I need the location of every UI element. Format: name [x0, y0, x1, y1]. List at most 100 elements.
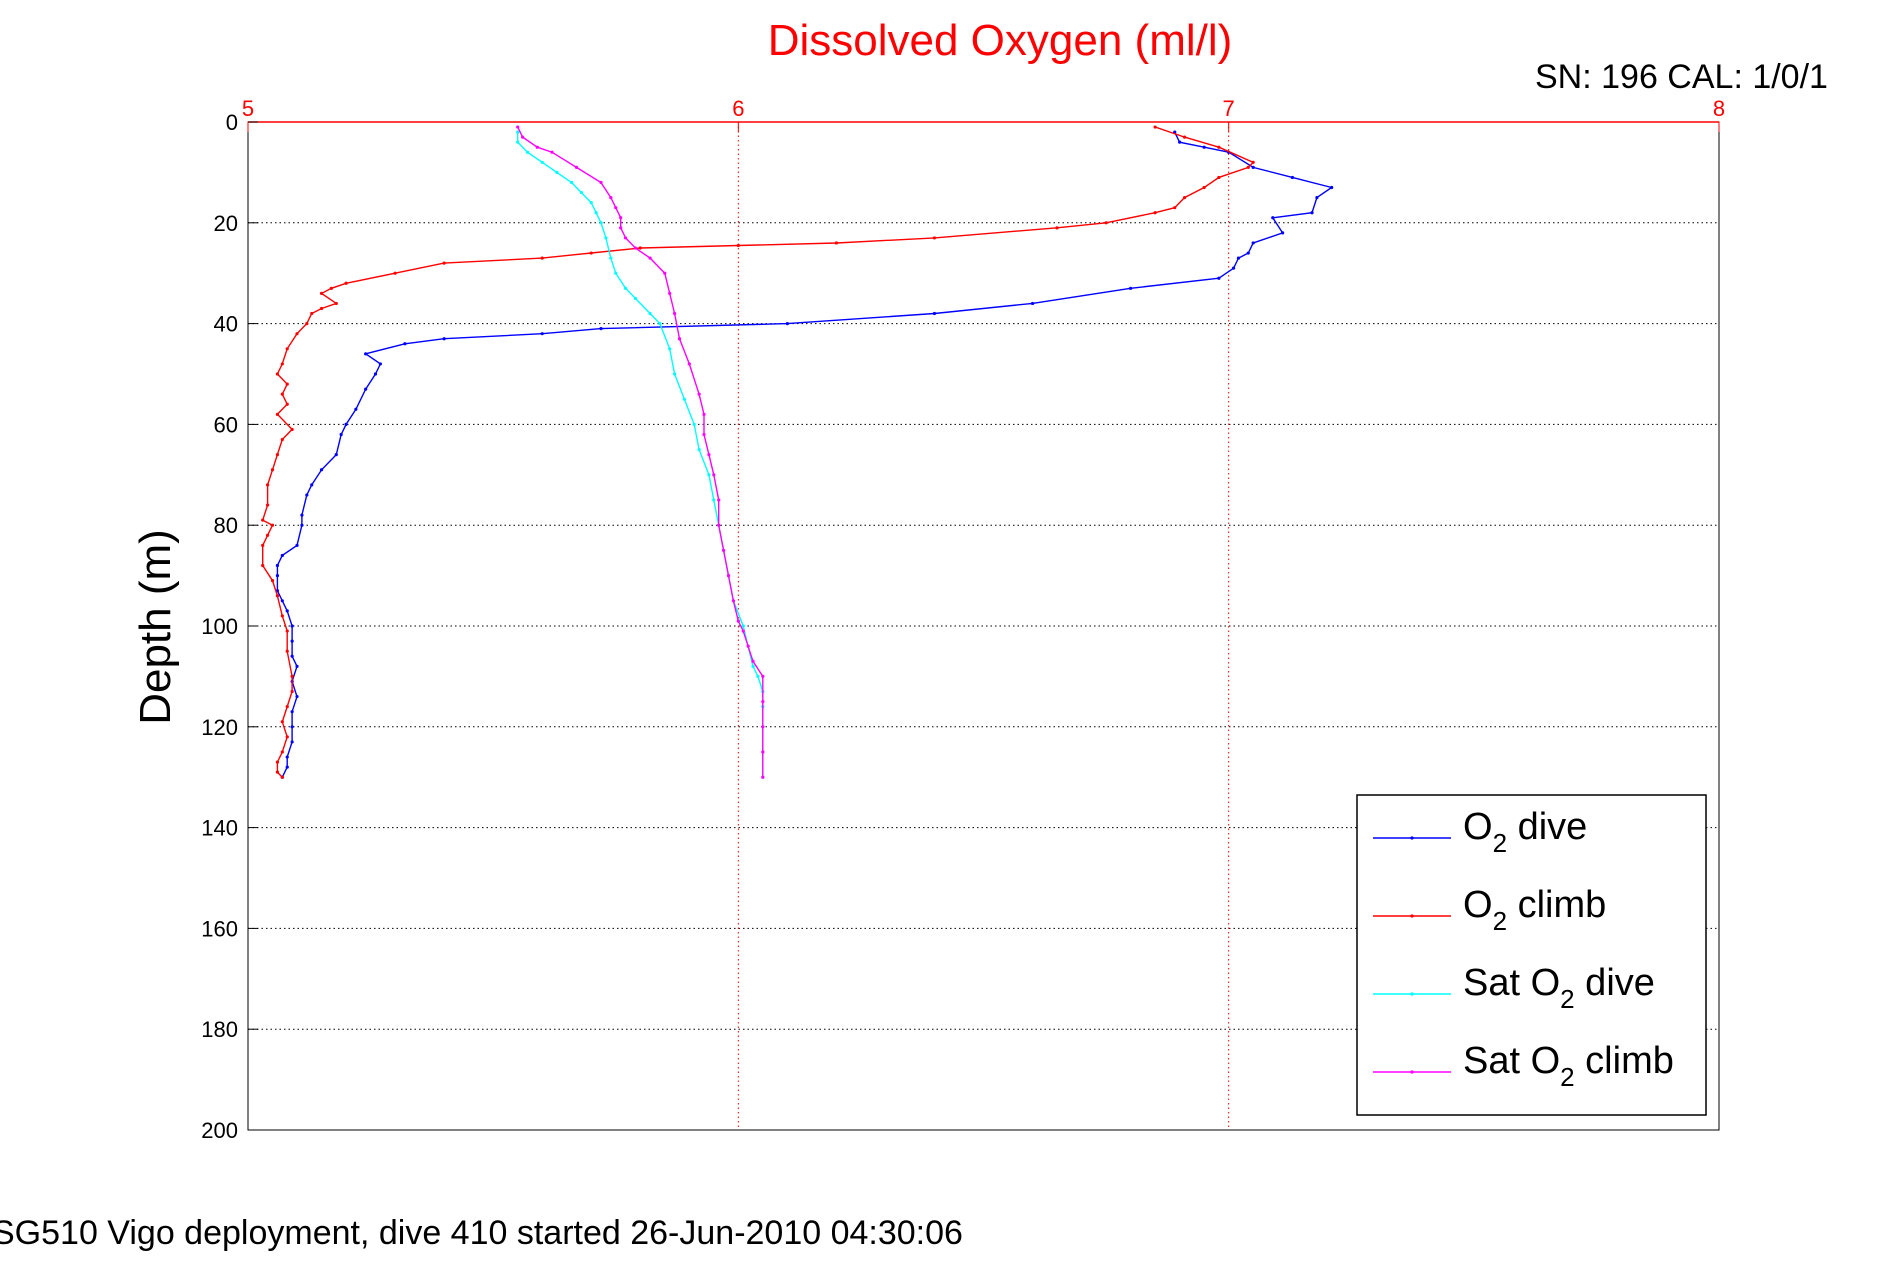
- data-point: [285, 649, 289, 653]
- data-point: [599, 180, 603, 185]
- data-point: [1231, 266, 1236, 270]
- y-tick-label: 160: [201, 916, 238, 941]
- data-point: [619, 226, 623, 230]
- data-point: [290, 654, 294, 658]
- data-point: [261, 563, 265, 568]
- data-point: [275, 453, 280, 457]
- data-point: [364, 387, 368, 391]
- data-point: [275, 372, 280, 376]
- data-point: [1104, 221, 1108, 225]
- data-point: [1178, 140, 1182, 144]
- data-point: [785, 322, 789, 326]
- data-point: [1251, 241, 1255, 245]
- data-point: [741, 624, 745, 628]
- data-point: [1173, 206, 1177, 210]
- legend-label: O2 climb: [1463, 884, 1606, 936]
- data-point: [736, 619, 740, 623]
- data-point: [280, 720, 284, 724]
- data-point: [378, 362, 382, 366]
- data-point: [589, 201, 593, 205]
- data-point: [550, 150, 554, 154]
- data-point: [442, 261, 446, 265]
- data-point: [638, 246, 642, 250]
- data-point: [319, 291, 324, 295]
- data-point: [677, 337, 682, 341]
- x-tick-label: 8: [1713, 96, 1725, 121]
- data-point: [663, 271, 667, 275]
- data-point: [731, 599, 736, 603]
- data-point: [1182, 135, 1187, 139]
- data-point: [334, 301, 338, 306]
- data-point: [741, 629, 745, 633]
- series-o2-dive: [275, 130, 1334, 779]
- data-point: [295, 332, 299, 336]
- data-point: [285, 402, 289, 406]
- data-point: [1182, 196, 1187, 200]
- data-point: [403, 342, 407, 346]
- data-point: [692, 422, 696, 426]
- data-point: [285, 755, 289, 759]
- data-point: [589, 251, 593, 255]
- x-tick-label: 5: [242, 96, 254, 121]
- data-point: [761, 775, 765, 779]
- data-point: [285, 735, 289, 739]
- data-point: [525, 150, 530, 154]
- data-point: [300, 513, 304, 517]
- data-point: [672, 311, 677, 316]
- y-tick-label: 80: [214, 513, 238, 538]
- legend: O2 dive O2 climb Sat O2 dive Sat O2 climb: [1356, 794, 1707, 1116]
- data-point: [373, 372, 378, 376]
- data-point: [275, 594, 280, 598]
- data-point: [285, 609, 289, 613]
- data-point: [275, 412, 280, 416]
- data-point: [310, 483, 314, 487]
- data-point: [672, 372, 677, 376]
- data-point: [1030, 301, 1035, 306]
- data-point: [1246, 251, 1250, 255]
- data-point: [261, 543, 265, 547]
- data-point: [535, 145, 539, 149]
- data-point: [266, 483, 270, 487]
- axis-ticks: 0 20 40 60 80 100 120 140 160 180 200 5 6 7 8: [201, 96, 1725, 1143]
- data-point: [1217, 276, 1221, 280]
- data-point: [579, 190, 584, 195]
- data-point: [834, 241, 839, 245]
- y-tick-label: 140: [201, 816, 238, 841]
- data-point: [599, 221, 603, 225]
- data-point: [344, 422, 348, 426]
- data-point: [604, 236, 608, 240]
- data-point: [285, 347, 289, 351]
- data-point: [290, 689, 294, 694]
- data-point: [261, 518, 265, 522]
- data-point: [329, 286, 333, 290]
- data-point: [648, 311, 652, 316]
- data-point: [1055, 226, 1059, 230]
- data-point: [614, 206, 618, 210]
- data-point: [290, 639, 294, 643]
- data-point: [270, 468, 275, 472]
- data-point: [761, 750, 765, 754]
- data-point: [623, 286, 628, 290]
- data-point: [555, 170, 559, 174]
- data-point: [339, 432, 343, 437]
- data-point: [726, 574, 731, 578]
- legend-box: [1356, 794, 1707, 1116]
- data-point: [722, 548, 726, 553]
- data-point: [619, 216, 623, 220]
- data-point: [364, 352, 368, 356]
- data-point: [280, 437, 284, 442]
- data-point: [275, 574, 280, 578]
- y-tick-label: 0: [226, 110, 238, 135]
- data-point: [319, 468, 324, 472]
- data-point: [516, 130, 520, 134]
- data-point: [687, 362, 691, 366]
- data-point: [280, 392, 284, 396]
- data-point: [609, 196, 613, 200]
- data-point: [707, 453, 711, 457]
- data-point: [1290, 175, 1295, 180]
- data-point: [668, 291, 672, 295]
- data-point: [756, 674, 760, 679]
- y-tick-label: 120: [201, 715, 238, 740]
- data-point: [614, 271, 618, 275]
- data-point: [285, 382, 289, 386]
